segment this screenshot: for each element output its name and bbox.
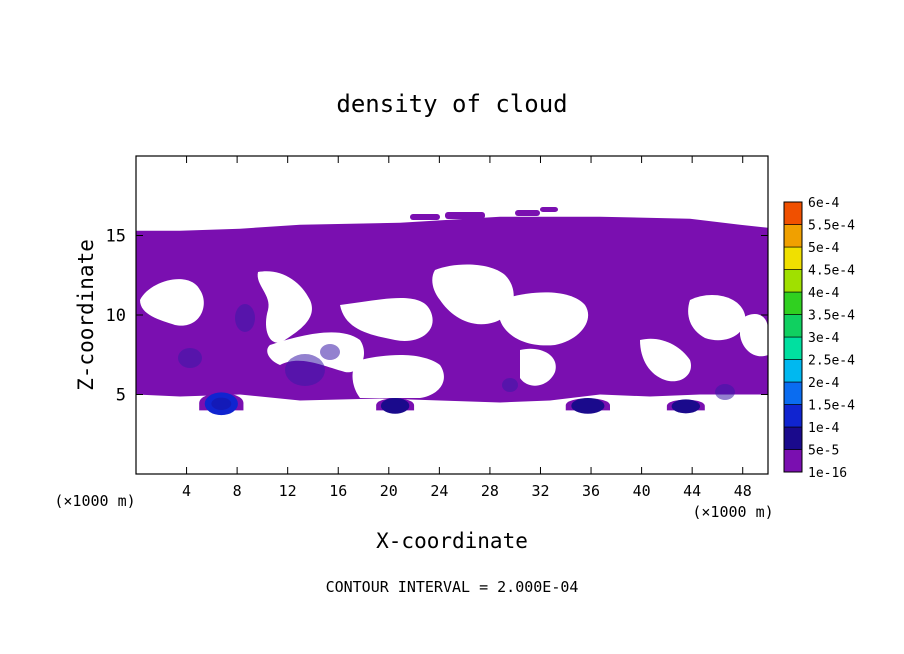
- colorbar-swatch: [783, 224, 803, 248]
- cloud-core-dense: [211, 397, 232, 410]
- cloud-blob-denser: [715, 384, 735, 400]
- cloud-free-hole: [375, 375, 406, 394]
- y-axis-label: Z-coordinate: [74, 239, 98, 391]
- y-tick-label: 10: [106, 306, 126, 326]
- x-tick-label: 28: [481, 482, 499, 500]
- cloud-free-hole: [267, 332, 365, 373]
- x-tick-label: 4: [182, 482, 191, 500]
- y-tick-label: 15: [106, 227, 126, 247]
- colorbar-level-label: 1.5e-4: [808, 399, 855, 414]
- x-tick-label: 48: [734, 482, 752, 500]
- colorbar-frame: [783, 201, 803, 473]
- cloud-blob-denser: [502, 378, 518, 392]
- colorbar-level-label: 6e-4: [808, 196, 839, 211]
- colorbar-swatch: [783, 404, 803, 428]
- x-axis-label: X-coordinate: [376, 529, 528, 553]
- x-tick-label: 40: [633, 482, 651, 500]
- colorbar-level-label: 3e-4: [808, 331, 839, 346]
- colorbar-level-label: 5.5e-4: [808, 219, 855, 234]
- cloud-blob-denser: [178, 348, 202, 368]
- x-tick-label: 8: [233, 482, 242, 500]
- colorbar-swatch: [783, 426, 803, 450]
- x-tick-label: 12: [279, 482, 297, 500]
- cloud-blob-denser: [235, 304, 255, 332]
- colorbar-level-label: 2e-4: [808, 376, 839, 391]
- colorbar-swatch: [783, 449, 803, 473]
- plot-area: [136, 207, 768, 416]
- cloud-free-hole: [500, 292, 589, 346]
- colorbar: 1e-16 5e-5 1e-4 1.5e-4 2e-4 2.5e-4 3e-4 3.5e-4 4…: [783, 196, 855, 481]
- cloud-speck-top: [410, 214, 440, 220]
- colorbar-swatch: [783, 246, 803, 270]
- x-tick-label: 24: [430, 482, 448, 500]
- colorbar-swatch: [783, 291, 803, 315]
- cloud-speck-top: [515, 210, 540, 216]
- cloud-speck-top: [445, 212, 485, 219]
- cloud-free-hole: [520, 348, 556, 386]
- colorbar-swatch: [783, 201, 803, 225]
- colorbar-swatch: [783, 269, 803, 293]
- cloud-free-hole: [140, 279, 204, 326]
- colorbar-level-label: 1e-16: [808, 466, 847, 481]
- cloud-blob-denser: [320, 344, 340, 360]
- cloud-core-dense: [204, 392, 238, 416]
- x-tick-label: 16: [329, 482, 347, 500]
- colorbar-level-label: 2.5e-4: [808, 354, 855, 369]
- cloud-speck-top: [540, 207, 558, 212]
- chart-title: density of cloud: [336, 90, 567, 118]
- colorbar-swatch: [783, 359, 803, 383]
- cloud-free-hole: [688, 295, 746, 341]
- colorbar-swatch: [783, 314, 803, 338]
- cloud-free-hole: [340, 298, 433, 341]
- cloud-core-dense: [671, 399, 701, 414]
- cloud-free-hole: [352, 355, 444, 398]
- cloud-free-hole: [432, 264, 514, 325]
- colorbar-level-label: 5e-5: [808, 444, 839, 459]
- colorbar-swatch: [783, 336, 803, 360]
- cloud-blob-denser: [285, 354, 325, 386]
- cloud-core-dense: [571, 397, 605, 414]
- colorbar-swatch: [783, 381, 803, 405]
- y-axis: 5 10 15: [106, 227, 768, 406]
- colorbar-level-label: 3.5e-4: [808, 309, 855, 324]
- colorbar-level-label: 1e-4: [808, 421, 839, 436]
- colorbar-level-label: 4.5e-4: [808, 264, 855, 279]
- cloud-free-hole: [640, 338, 691, 382]
- x-axis: 4 8 12 16 20 24 28 32 36 40 44 48: [182, 156, 752, 500]
- x-tick-label: 32: [531, 482, 549, 500]
- cloud-free-hole: [740, 314, 768, 357]
- x-tick-label: 44: [683, 482, 701, 500]
- x-unit-label-right: (×1000 m): [692, 503, 773, 521]
- x-tick-label: 36: [582, 482, 600, 500]
- x-unit-label-left: (×1000 m): [54, 492, 135, 510]
- colorbar-level-label: 5e-4: [808, 241, 839, 256]
- contour-interval-note: CONTOUR INTERVAL = 2.000E-04: [326, 578, 579, 596]
- cloud-core-dense: [380, 397, 410, 414]
- x-tick-label: 20: [380, 482, 398, 500]
- cloud-free-hole: [257, 271, 312, 343]
- colorbar-level-label: 4e-4: [808, 286, 839, 301]
- y-tick-label: 5: [116, 386, 126, 406]
